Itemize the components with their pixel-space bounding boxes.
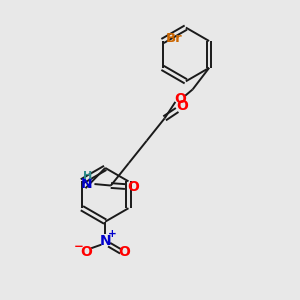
- Text: O: O: [119, 245, 130, 259]
- Text: +: +: [108, 229, 117, 239]
- Text: O: O: [127, 180, 139, 194]
- Text: O: O: [80, 245, 92, 259]
- Text: N: N: [81, 177, 93, 191]
- Text: O: O: [177, 99, 188, 113]
- Text: N: N: [99, 234, 111, 248]
- Text: −: −: [74, 240, 83, 253]
- Text: H: H: [82, 171, 92, 181]
- Text: Br: Br: [166, 32, 183, 45]
- Text: O: O: [174, 92, 186, 106]
